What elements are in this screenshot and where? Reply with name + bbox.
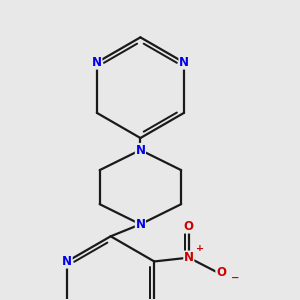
- Text: N: N: [184, 251, 194, 264]
- Text: O: O: [184, 220, 194, 233]
- Text: N: N: [62, 255, 72, 268]
- Text: O: O: [216, 266, 226, 280]
- Text: N: N: [135, 218, 146, 231]
- Text: −: −: [231, 273, 239, 283]
- Text: N: N: [135, 143, 146, 157]
- Text: N: N: [179, 56, 189, 69]
- Text: +: +: [196, 244, 204, 253]
- Text: N: N: [92, 56, 102, 69]
